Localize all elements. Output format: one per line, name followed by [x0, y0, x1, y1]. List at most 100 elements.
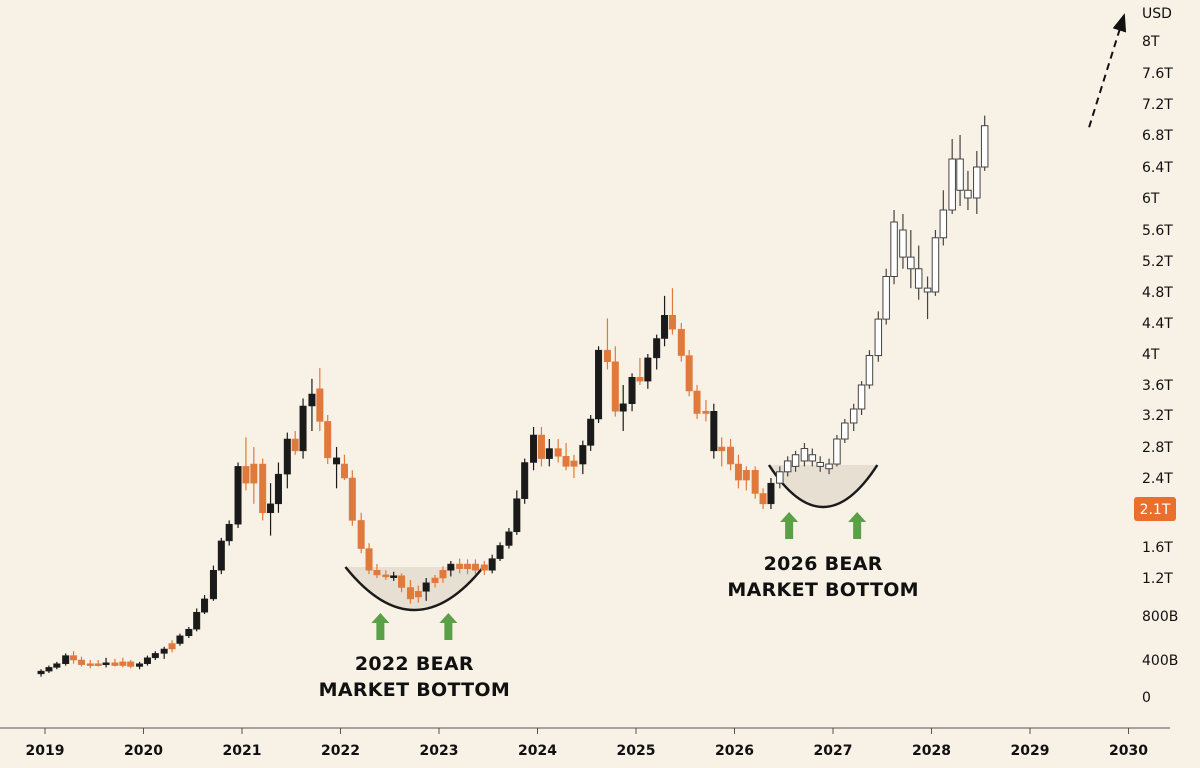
candle-body	[414, 591, 422, 598]
candle-body	[521, 462, 529, 499]
candle-body	[464, 563, 472, 569]
candle-body	[62, 655, 70, 664]
candle-body	[653, 338, 661, 359]
candle	[382, 570, 390, 580]
candle	[874, 311, 883, 362]
candle	[390, 571, 398, 581]
candle	[333, 447, 341, 489]
candle-body	[939, 209, 948, 239]
candle	[513, 490, 521, 535]
candle-body	[677, 328, 685, 356]
candle-body	[661, 315, 669, 339]
candle	[274, 462, 282, 513]
candle	[406, 579, 414, 604]
candle-body	[37, 670, 45, 675]
candle-body	[899, 229, 907, 258]
candle-body	[471, 563, 479, 571]
candle-body	[185, 628, 193, 637]
candle-body	[702, 411, 710, 414]
candle	[710, 403, 718, 459]
candle	[456, 558, 464, 574]
candle	[488, 554, 496, 574]
candle	[751, 466, 759, 499]
candle	[554, 439, 562, 463]
x-tick-label: 2023	[420, 743, 459, 759]
candle-body	[111, 662, 119, 666]
current-price-badge	[1134, 497, 1176, 521]
candle-body	[431, 577, 439, 583]
candle-body	[234, 466, 242, 525]
candle	[587, 415, 595, 451]
candle	[948, 139, 956, 214]
candle	[727, 439, 735, 471]
candle	[77, 656, 85, 667]
candle	[505, 528, 513, 549]
candle	[365, 543, 373, 575]
candle	[677, 323, 685, 362]
candle	[480, 560, 488, 575]
candle-body	[193, 611, 201, 630]
candle-body	[94, 663, 102, 666]
candle-body	[579, 445, 587, 465]
candle-body	[324, 421, 332, 459]
candle-body	[333, 457, 341, 465]
y-tick-label: 7.6T	[1142, 66, 1173, 82]
candle-body	[488, 558, 496, 571]
candle	[907, 230, 915, 289]
candle	[899, 214, 907, 269]
bottom-arrows	[371, 512, 867, 640]
candle-body	[668, 315, 676, 330]
candle	[168, 640, 176, 653]
candle-body	[439, 570, 447, 579]
y-tick-label: 2.4T	[1142, 471, 1173, 487]
candle	[579, 440, 587, 475]
candle-body	[931, 237, 940, 293]
candle-body	[373, 570, 381, 576]
candle-body	[800, 448, 809, 462]
candle-body	[259, 463, 267, 514]
candle-body	[874, 318, 883, 357]
x-tick-label: 2028	[912, 743, 951, 759]
candle	[545, 439, 553, 467]
x-tick-label: 2020	[124, 743, 163, 759]
candle-body	[480, 564, 488, 571]
projection-line	[1088, 16, 1125, 128]
candle	[816, 456, 824, 472]
candle-body	[316, 388, 324, 422]
x-tick-label: 2021	[223, 743, 262, 759]
candle-body	[151, 653, 159, 659]
candle-body	[456, 563, 464, 569]
annotations: 2022 BEAR MARKET BOTTOM 2026 BEAR MARKET BO…	[319, 553, 919, 701]
candle	[882, 268, 890, 325]
candle-body	[127, 661, 135, 667]
candle-body	[382, 574, 390, 578]
candle	[865, 350, 874, 389]
candle-body	[242, 466, 250, 484]
candle-body	[209, 570, 217, 600]
candle	[644, 354, 652, 389]
candle-body	[833, 438, 841, 465]
candle	[857, 381, 866, 415]
candle	[136, 661, 144, 670]
candle-body	[882, 276, 890, 320]
candles	[37, 115, 989, 677]
candle-body	[283, 438, 291, 475]
candle-body	[201, 598, 209, 613]
candle	[86, 660, 94, 669]
candle	[185, 627, 193, 638]
candle-body	[505, 531, 513, 546]
candle	[636, 357, 644, 385]
candle-body	[619, 403, 627, 412]
plot-area: 2022 BEAR MARKET BOTTOM 2026 BEAR MARKET BO…	[37, 13, 1127, 701]
candle	[316, 367, 324, 431]
candle-body	[751, 470, 759, 494]
up-arrow-icon	[780, 512, 799, 539]
y-tick-label: 5.2T	[1142, 254, 1173, 270]
candle	[464, 559, 472, 575]
y-ticks: 0 400B 800B 1.2T 1.6T 2.4T 2.8T 3.2T 3.6T 4T 4.4T 4…	[1142, 34, 1178, 706]
candle	[776, 466, 784, 489]
candle	[340, 454, 348, 481]
candle-body	[250, 463, 258, 484]
current-price-tag: 2.1T	[1134, 497, 1176, 521]
